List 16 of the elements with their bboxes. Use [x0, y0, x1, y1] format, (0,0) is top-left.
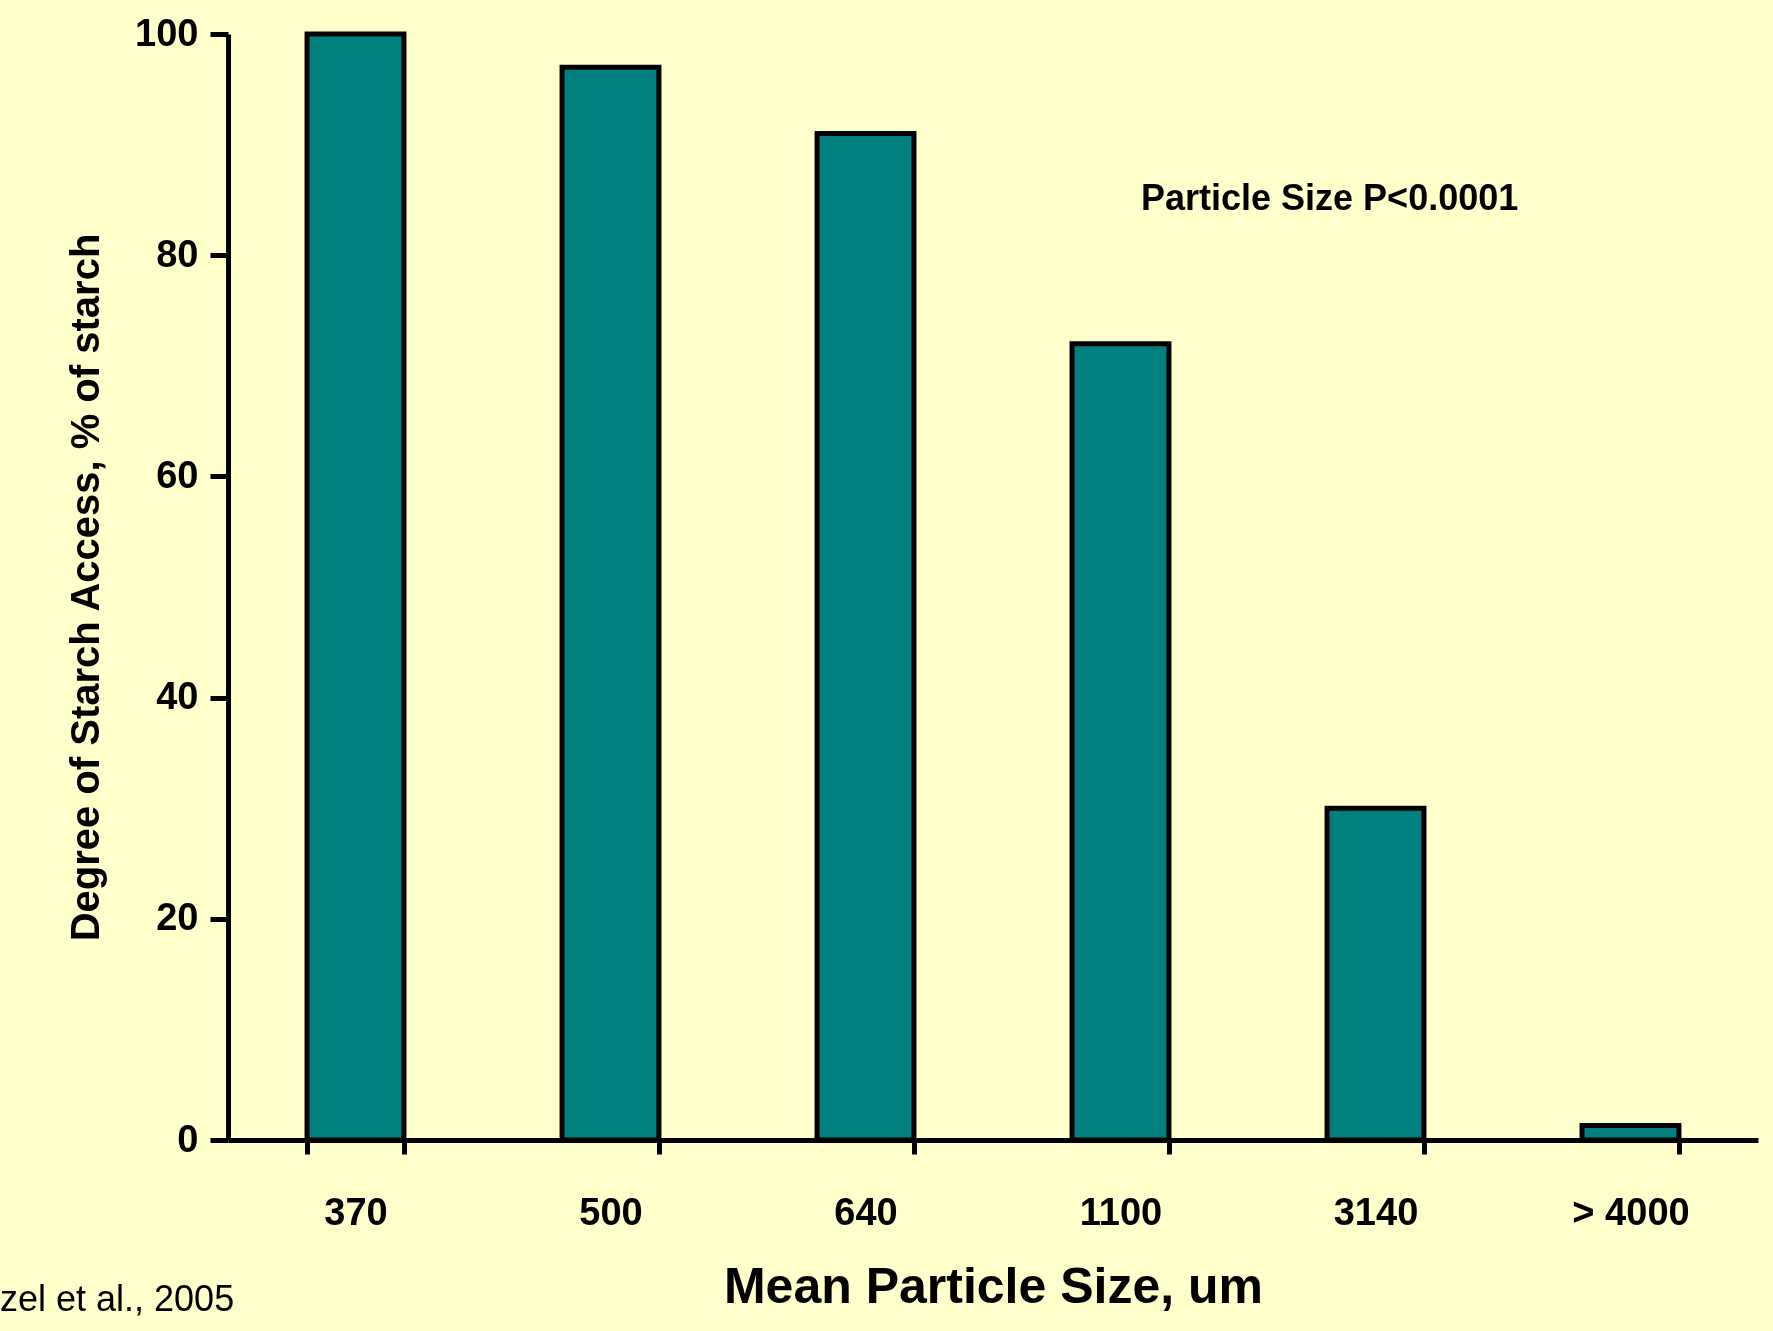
y-tick-label: 0 [177, 1117, 199, 1160]
y-tick-label: 100 [135, 11, 199, 54]
y-tick-label: 60 [156, 453, 199, 496]
y-tick-label: 40 [156, 675, 199, 718]
x-tick-label: 3140 [1333, 1190, 1419, 1233]
x-tick-label: 1100 [1079, 1190, 1163, 1233]
y-axis-title: Degree of Starch Access, % of starch [63, 233, 108, 942]
x-tick-label: 370 [324, 1190, 388, 1233]
annotation: Particle Size P<0.0001 [1140, 177, 1519, 218]
x-axis-title: Mean Particle Size, um [723, 1257, 1264, 1314]
text: zel et al., 2005 [0, 1278, 235, 1319]
x-tick-label: 500 [579, 1190, 643, 1233]
y-tick-label: 20 [156, 896, 199, 939]
x-tick-label: 640 [834, 1190, 898, 1233]
x-tick-label: > 4000 [1572, 1190, 1690, 1233]
y-tick-label: 80 [156, 232, 199, 275]
